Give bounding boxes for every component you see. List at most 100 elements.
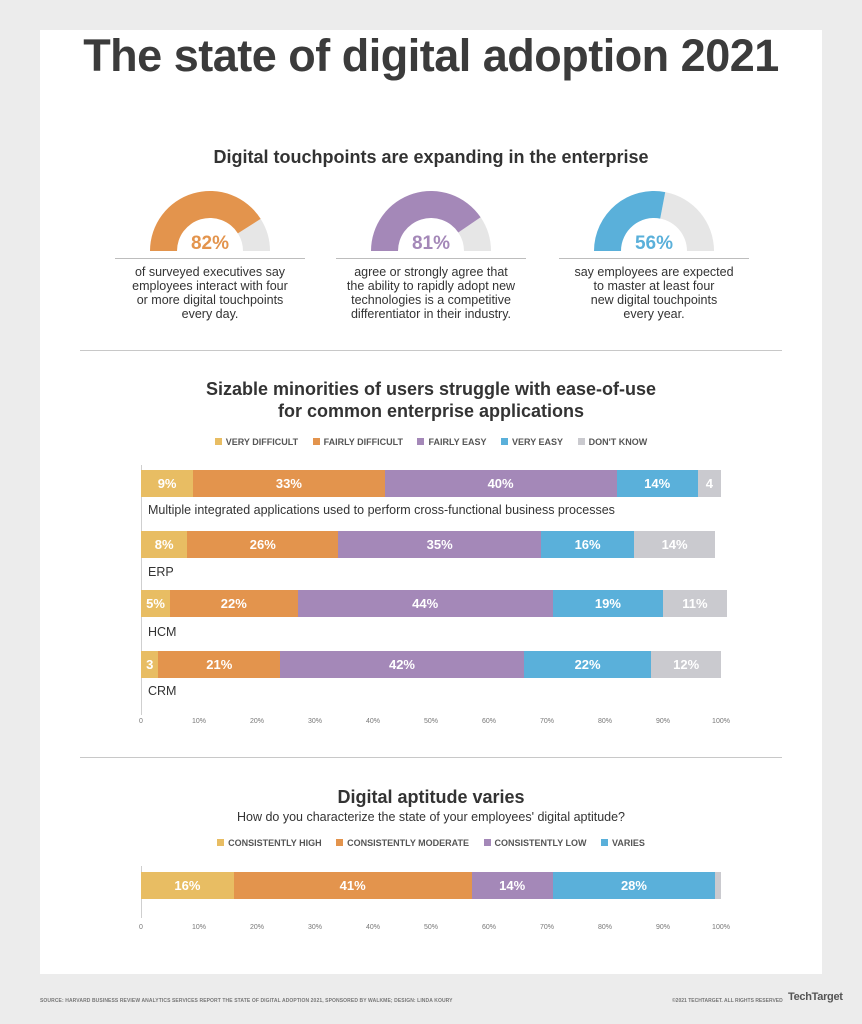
bar-row: 9% 33% 40% 14% 4 (141, 470, 721, 497)
legend-swatch (501, 438, 509, 445)
bar-segment: 14% (633, 531, 716, 558)
axis-tick: 30% (307, 718, 323, 725)
gauge-2: 81% agree or strongly agree that the abi… (336, 185, 526, 321)
legend-swatch (417, 438, 425, 445)
legend-swatch (577, 438, 585, 445)
section2-heading-line: Sizable minorities of users struggle wit… (205, 379, 657, 399)
section3-heading: Digital aptitude varies (337, 787, 525, 807)
legend-swatch (312, 438, 320, 445)
x-axis: 0 10% 20% 30% 40% 50% 60% 70% 80% 90% 100% (139, 924, 730, 936)
axis-tick: 80% (597, 718, 613, 725)
legend-swatch (336, 839, 344, 846)
legend-swatch (601, 839, 609, 846)
axis-tick: 0 (139, 718, 143, 725)
legend-label: VERY DIFFICULT (225, 437, 299, 447)
axis-tick: 40% (365, 718, 381, 725)
gauge-1-text-line: employees interact with four (132, 279, 288, 293)
bar-row: 5% 22% 44% 19% 11% (141, 590, 727, 617)
row-label: Multiple integrated applications used to… (148, 503, 615, 517)
legend-item: CONSISTENTLY MODERATE (336, 838, 469, 848)
bar-segment: 14% (471, 872, 553, 899)
bar-segment: 16% (141, 872, 234, 899)
axis-tick: 20% (249, 924, 265, 931)
bar-segment: 26% (187, 531, 339, 558)
gauge-3-text-line: to master at least four (593, 279, 715, 293)
legend-swatch (483, 839, 491, 846)
gauge-2-text-line: technologies is a competitive (351, 293, 511, 307)
axis-tick: 20% (249, 718, 265, 725)
axis-tick: 80% (597, 924, 613, 931)
gauge-1-baseline (115, 258, 305, 259)
legend-label: VERY EASY (512, 437, 564, 447)
legend-item: FAIRLY DIFFICULT (312, 437, 403, 447)
gauge-1: 82% of surveyed executives say employees… (115, 185, 305, 321)
gauge-1-track (237, 218, 270, 251)
section2-heading: Sizable minorities of users struggle wit… (0, 378, 862, 422)
axis-tick: 100% (712, 718, 730, 725)
row-label: ERP (148, 565, 174, 579)
section-divider (80, 757, 782, 758)
gauge-3-text-line: new digital touchpoints (590, 293, 718, 307)
axis-tick: 30% (307, 924, 323, 931)
gauge-2-text-line: agree or strongly agree that (354, 265, 508, 279)
legend-item: CONSISTENTLY LOW (483, 838, 587, 848)
bar-segment: 16% (541, 531, 634, 558)
bar-segment: 22% (170, 590, 298, 617)
section3-question: How do you characterize the state of you… (236, 810, 626, 824)
axis-tick: 50% (423, 924, 439, 931)
bar-segment: 21% (158, 651, 281, 678)
bar-segment: 44% (297, 590, 553, 617)
gauge-3: 56% say employees are expected to master… (559, 185, 749, 321)
axis-tick: 60% (481, 924, 497, 931)
legend-label: DON'T KNOW (588, 437, 648, 447)
axis-tick: 40% (365, 924, 381, 931)
bar-segment: 12% (651, 651, 721, 678)
bar-segment: 3 (141, 651, 159, 678)
legend-item: VERY EASY (501, 437, 563, 447)
axis-tick: 50% (423, 718, 439, 725)
row-label: HCM (148, 625, 177, 639)
gauge-3-text-line: every year. (623, 307, 685, 321)
bar-segment (715, 872, 721, 899)
bar-segment: 4 (697, 470, 721, 497)
gauge-3-text-line: say employees are expected (574, 265, 734, 279)
legend-label: FAIRLY DIFFICULT (323, 437, 403, 447)
gauge-2-description: agree or strongly agree that the ability… (336, 265, 526, 321)
page-title: The state of digital adoption 2021 (83, 30, 779, 81)
axis-tick: 90% (655, 718, 671, 725)
axis-tick: 100% (712, 924, 730, 931)
gauge-3-track (660, 192, 714, 251)
gauge-1-text-line: or more digital touchpoints (136, 293, 284, 307)
section2-heading-line: for common enterprise applications (277, 401, 585, 421)
gauge-2-fill (371, 191, 481, 251)
gauge-1-text-line: every day. (181, 307, 239, 321)
section3-legend: CONSISTENTLY HIGH CONSISTENTLY MODERATE … (0, 838, 862, 848)
section1-heading: Digital touchpoints are expanding in the… (213, 147, 649, 167)
gauge-2-baseline (336, 258, 526, 259)
infographic-card (40, 30, 822, 974)
gauge-1-text-line: of surveyed executives say (134, 265, 286, 279)
gauge-2-text-line: the ability to rapidly adopt new (346, 279, 516, 293)
axis-tick: 0 (139, 924, 143, 931)
bar-segment: 28% (552, 872, 716, 899)
bar-segment: 42% (280, 651, 524, 678)
axis-tick: 70% (539, 718, 555, 725)
gauge-2-text-line: differentiator in their industry. (350, 307, 512, 321)
legend-swatch (217, 839, 225, 846)
legend-item: VERY DIFFICULT (214, 437, 299, 447)
bar-segment: 8% (141, 531, 188, 558)
x-axis: 0 10% 20% 30% 40% 50% 60% 70% 80% 90% 100% (139, 718, 730, 730)
legend-label: CONSISTENTLY LOW (494, 838, 587, 848)
gauge-3-arc: 56% (594, 191, 714, 254)
bar-row: 3 21% 42% 22% 12% (141, 651, 721, 678)
legend-swatch (214, 438, 222, 445)
bar-segment: 11% (662, 590, 727, 617)
techtarget-logo: TechTarget (788, 991, 843, 1003)
legend-item: FAIRLY EASY (417, 437, 487, 447)
gauge-2-arc: 81% (371, 191, 491, 254)
gauge-1-description: of surveyed executives say employees int… (115, 265, 305, 321)
legend-label: CONSISTENTLY MODERATE (347, 838, 469, 848)
bar-segment: 33% (193, 470, 385, 497)
bar-segment: 35% (338, 531, 542, 558)
gauge-1-arc: 82% (150, 191, 270, 254)
